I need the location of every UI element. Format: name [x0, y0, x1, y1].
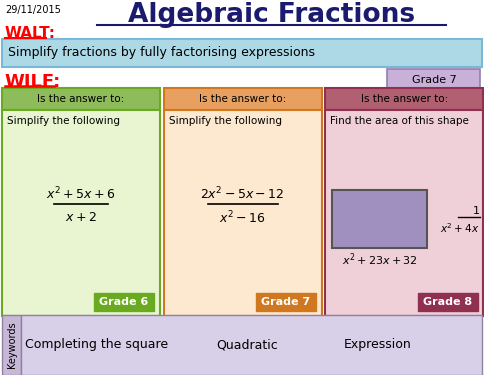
FancyBboxPatch shape: [388, 69, 480, 91]
Text: $2x^2-5x-12$: $2x^2-5x-12$: [200, 186, 285, 202]
Text: Quadratic: Quadratic: [216, 338, 278, 351]
FancyBboxPatch shape: [94, 293, 154, 311]
Text: Find the area of this shape: Find the area of this shape: [330, 116, 469, 126]
Text: Simplify fractions by fully factorising expressions: Simplify fractions by fully factorising …: [8, 46, 314, 60]
FancyBboxPatch shape: [164, 88, 322, 110]
Text: 29/11/2015: 29/11/2015: [5, 5, 60, 15]
FancyBboxPatch shape: [2, 88, 160, 110]
FancyBboxPatch shape: [2, 39, 482, 67]
Text: Grade 8: Grade 8: [423, 297, 472, 307]
FancyBboxPatch shape: [2, 315, 21, 375]
FancyBboxPatch shape: [332, 190, 427, 248]
Text: $x+2$: $x+2$: [65, 211, 96, 224]
Text: Expression: Expression: [344, 338, 412, 351]
Text: Algebraic Fractions: Algebraic Fractions: [128, 2, 415, 28]
Text: $1$: $1$: [472, 204, 480, 216]
Text: $x^2+5x+6$: $x^2+5x+6$: [46, 186, 116, 202]
Text: Grade 7: Grade 7: [412, 75, 457, 85]
FancyBboxPatch shape: [418, 293, 478, 311]
Text: Grade 6: Grade 6: [100, 297, 148, 307]
Text: Keywords: Keywords: [6, 321, 16, 368]
Text: $x^2+23x+32$: $x^2+23x+32$: [342, 252, 417, 268]
FancyBboxPatch shape: [164, 110, 322, 316]
Text: $x^2+4x$: $x^2+4x$: [440, 221, 480, 235]
Text: Grade 7: Grade 7: [261, 297, 310, 307]
Text: Completing the square: Completing the square: [26, 338, 169, 351]
Text: Simplify the following: Simplify the following: [168, 116, 281, 126]
Text: $x^2-16$: $x^2-16$: [220, 210, 266, 226]
FancyBboxPatch shape: [326, 88, 484, 110]
Text: Is the answer to:: Is the answer to:: [38, 94, 124, 104]
FancyBboxPatch shape: [2, 110, 160, 316]
FancyBboxPatch shape: [22, 315, 482, 375]
Text: Is the answer to:: Is the answer to:: [361, 94, 448, 104]
FancyBboxPatch shape: [326, 110, 484, 316]
FancyBboxPatch shape: [256, 293, 316, 311]
Text: WILF:: WILF:: [5, 73, 61, 91]
Text: Is the answer to:: Is the answer to:: [199, 94, 286, 104]
Text: Simplify the following: Simplify the following: [7, 116, 120, 126]
Text: WALT:: WALT:: [5, 26, 56, 41]
